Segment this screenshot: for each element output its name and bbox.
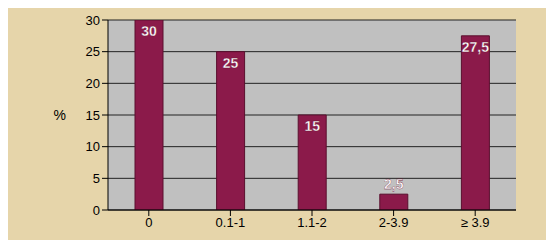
svg-text:25: 25 <box>86 44 100 59</box>
svg-text:5: 5 <box>93 171 100 186</box>
svg-text:0.1-1: 0.1-1 <box>216 215 246 230</box>
svg-text:10: 10 <box>86 139 100 154</box>
svg-text:30: 30 <box>141 23 157 39</box>
svg-text:1.1-2: 1.1-2 <box>297 215 327 230</box>
svg-text:2,5: 2,5 <box>384 176 404 192</box>
svg-text:0: 0 <box>145 215 152 230</box>
svg-text:0: 0 <box>93 203 100 218</box>
svg-text:15: 15 <box>304 118 320 134</box>
svg-text:≥ 3.9: ≥ 3.9 <box>461 215 490 230</box>
svg-text:30: 30 <box>86 13 100 28</box>
svg-text:27,5: 27,5 <box>462 39 489 55</box>
svg-text:20: 20 <box>86 76 100 91</box>
svg-text:15: 15 <box>86 108 100 123</box>
svg-text:2-3.9: 2-3.9 <box>379 215 409 230</box>
svg-text:25: 25 <box>223 55 239 71</box>
svg-text:%: % <box>54 107 66 123</box>
